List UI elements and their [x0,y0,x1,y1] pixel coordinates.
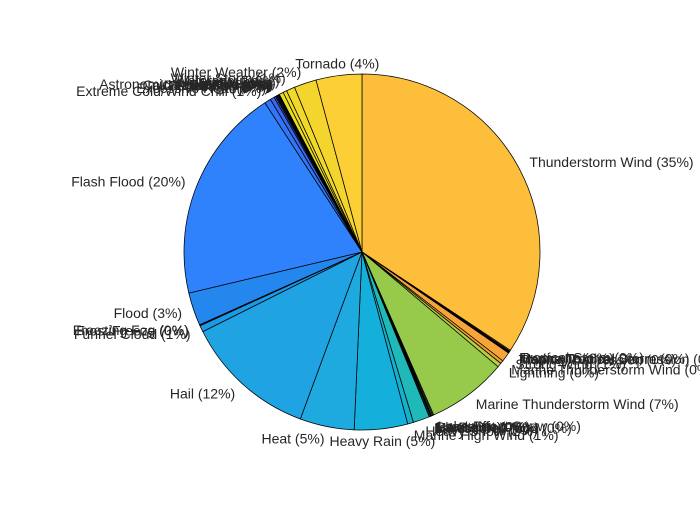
slice-label: Winter Storm (1%) [171,70,286,86]
pie-slice [183,102,363,294]
pie-slice [202,251,363,420]
slice-label: Winter Weather (2%) [171,64,301,80]
slice-label: Debris Flow (0%) [164,77,271,93]
slice-label: Hurricane (0%) [520,350,614,366]
slice-label: Marine Thunderstorm Wind (0%) [511,362,700,378]
slice-label: Heat (5%) [261,430,324,446]
slice-label: Astronomical Low Tide (0%) [99,76,273,92]
slice-label: Lakeshore Flood (0%) [434,420,572,436]
slice-label: Freezing Fog (0%) [73,322,189,338]
slice-label: Dense Fog (0%) [168,78,270,94]
slice-label: Thunderstorm Wind (35%) [529,154,693,170]
slice-label: Funnel Cloud (1%) [74,326,191,342]
slice-label: Hail (12%) [170,386,235,402]
pie-slices [183,73,541,431]
slice-label: Cold/Wind Chill (0%) [143,77,272,93]
slice-label: Heavy Snow (2%) [425,423,537,439]
slice-label: Tropical Storm (0%) [520,350,644,366]
slice-label: Tropical Depression (0%) [519,352,676,368]
slice-label: Lake-Effect Snow (0%) [438,418,581,434]
slice-label: Avalanche (0%) [174,76,273,92]
slice-label: Tornado (4%) [295,56,379,72]
slice-label: Flood (3%) [114,305,182,321]
slice-label: Drought (0%) [186,78,269,94]
slice-label: Lightning (0%) [509,365,599,381]
slice-label: Landslide (0%) [437,419,530,435]
slice-label: Frost/Freeze (0%) [76,323,189,339]
slice-label: Marine Thunderstorm Wind (7%) [476,396,679,412]
slice-label: Marine Tropical Depression (0%) [519,351,700,367]
slice-label: Strong Wind (1%) [515,356,625,372]
slice-label: Flash Flood (20%) [71,174,185,190]
pie-slice [315,73,363,253]
slice-label: Wildfire (0%) [196,75,276,91]
slice-label: Blizzard (0%) [189,76,272,92]
pie-labels: Thunderstorm Wind (35%) Tropical Storm (0… [71,56,700,449]
slice-label: Excessive Heat (0%) [136,80,266,96]
slice-label: Marine Tropical Storm (0%) [519,351,689,367]
slice-label: Marine Hail (0%) [435,420,539,436]
slice-label: Marine High Wind (1%) [414,427,559,443]
slice-label: Sleet (0%) [436,419,501,435]
slice-label: Extreme Cold/Wind Chill (1%) [76,83,261,99]
slice-label: Ice Storm (0%) [436,419,529,435]
slice-label: Waterspout (0%) [175,73,280,89]
slice-label: Heavy Rain (5%) [329,433,435,449]
